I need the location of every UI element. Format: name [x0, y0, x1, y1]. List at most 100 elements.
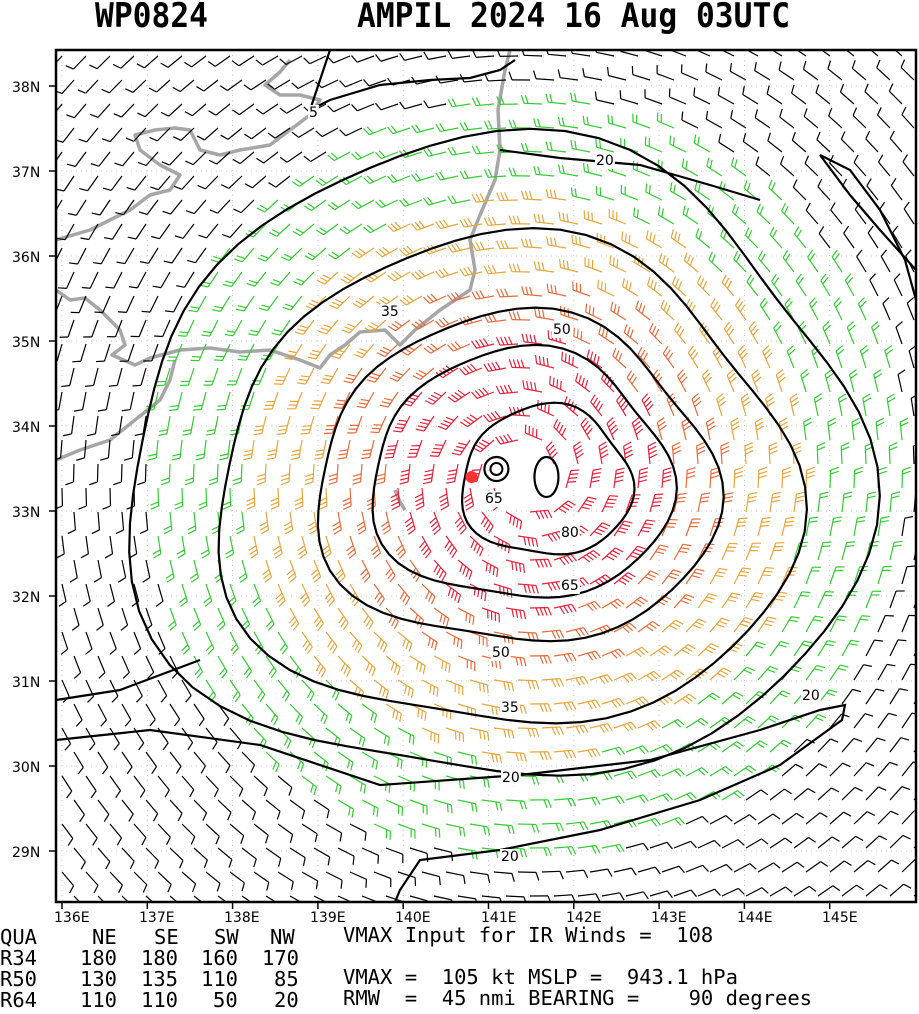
wind-barb	[56, 223, 75, 241]
wind-barb	[327, 55, 351, 64]
wind-barb	[421, 583, 436, 605]
wind-barb	[685, 518, 701, 537]
wind-barb	[613, 520, 633, 537]
wind-barb	[840, 131, 855, 153]
wind-barb	[107, 583, 116, 607]
wind-barb	[546, 236, 567, 249]
wind-barb	[265, 655, 277, 679]
wind-barb	[535, 355, 555, 369]
wind-barb	[291, 175, 315, 187]
wind-barb	[219, 79, 243, 91]
wind-barb	[145, 751, 158, 775]
wind-barb	[541, 870, 564, 880]
wind-barb	[246, 271, 267, 287]
wind-barb	[109, 679, 119, 703]
wind-barb	[800, 369, 810, 393]
wind-barb	[582, 68, 603, 81]
wind-barb	[557, 116, 579, 129]
wind-barb	[256, 463, 267, 486]
wind-barb	[373, 631, 388, 653]
wind-barb	[841, 688, 861, 705]
wind-barb	[393, 415, 411, 433]
wind-barb	[769, 640, 790, 657]
wind-barb	[670, 229, 687, 249]
wind-barb	[85, 367, 99, 387]
wind-barb	[284, 343, 303, 361]
wind-barb	[316, 223, 339, 236]
wind-barb	[132, 367, 147, 387]
wind-barb	[315, 175, 339, 187]
wind-barb	[841, 835, 864, 849]
wind-barb	[589, 522, 611, 537]
wind-barb	[886, 393, 896, 417]
wind-barb	[597, 279, 615, 297]
wind-barb	[656, 65, 675, 81]
wind-barb	[765, 393, 775, 417]
wind-barb	[160, 55, 183, 68]
wind-barb	[769, 690, 791, 705]
wind-barb	[375, 463, 387, 485]
wind-barb	[865, 491, 877, 513]
wind-barb	[231, 55, 255, 67]
wind-barb	[841, 491, 853, 513]
wind-barb	[685, 618, 707, 633]
wind-barb	[685, 568, 705, 585]
wind-barb	[95, 343, 111, 363]
wind-barb	[395, 535, 407, 559]
lat-label-38n: 38N	[12, 80, 40, 96]
wind-barb	[248, 319, 267, 337]
wind-barb	[595, 138, 615, 153]
wind-barb	[301, 823, 318, 843]
map-frame	[54, 48, 918, 904]
wind-barb	[149, 127, 171, 142]
wind-barb	[252, 583, 262, 607]
table-header-qua: QUA	[0, 925, 38, 949]
wind-barb	[707, 204, 723, 225]
wind-barb	[721, 274, 735, 297]
wind-barb	[757, 862, 781, 873]
wind-barb	[553, 701, 577, 711]
wind-barb	[457, 655, 476, 671]
wind-barb	[233, 199, 255, 214]
wind-barb	[561, 351, 579, 369]
wind-barb	[121, 847, 135, 870]
wind-barb	[265, 895, 277, 902]
wind-barb	[121, 799, 134, 822]
wind-barb	[845, 50, 855, 57]
wind-barb	[337, 895, 353, 902]
wind-barb	[241, 847, 257, 868]
wind-barb	[889, 688, 909, 705]
wind-barb	[235, 511, 245, 535]
wind-barb	[565, 469, 580, 489]
wind-barb	[65, 463, 75, 486]
wind-barb	[709, 863, 733, 873]
wind-barb	[292, 223, 315, 237]
wind-barb	[829, 811, 852, 825]
wind-barb	[253, 823, 269, 844]
wind-barb	[697, 839, 721, 849]
wind-barb	[598, 441, 609, 465]
wind-barb	[484, 120, 507, 130]
wind-barb	[705, 110, 723, 129]
wind-barb	[793, 787, 816, 801]
wind-barb	[888, 83, 903, 105]
wind-barb	[830, 202, 843, 225]
wind-barb	[217, 799, 232, 821]
wind-barb	[573, 327, 591, 345]
wind-barb	[80, 223, 99, 241]
wind-barb	[158, 415, 171, 436]
wind-barb	[884, 345, 894, 369]
wind-barb	[445, 727, 465, 743]
table-row-label: R50	[0, 967, 38, 991]
wind-barb	[66, 151, 87, 168]
table-cell: 85	[274, 967, 299, 991]
wind-barb	[769, 226, 783, 249]
wind-barb	[373, 823, 392, 840]
wind-barb	[301, 871, 319, 890]
wind-barb	[96, 607, 104, 631]
wind-barb	[589, 468, 602, 489]
wind-barb	[880, 249, 891, 273]
wind-barb	[541, 629, 565, 639]
vmax-mslp-line: VMAX = 105 kt MSLP = 943.1 hPa	[343, 965, 738, 989]
wind-barb	[709, 466, 720, 489]
